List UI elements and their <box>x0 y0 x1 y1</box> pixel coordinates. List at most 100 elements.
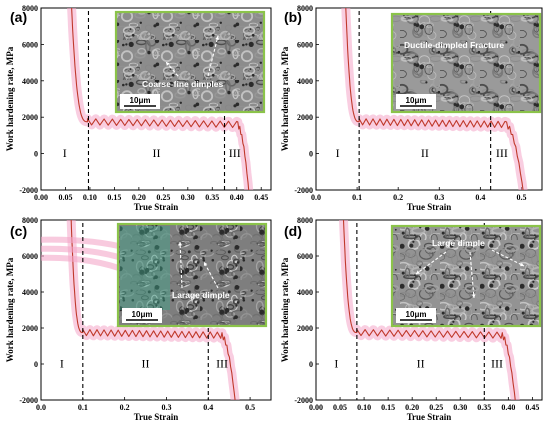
stage-label-3: III <box>229 146 241 160</box>
x-tick-label: 0.30 <box>453 403 467 412</box>
arrow-head <box>215 36 220 40</box>
work-hardening-curve <box>71 8 250 190</box>
y-tick-label: 8000 <box>22 216 38 225</box>
inset-annotation: Larage dimple <box>172 290 230 300</box>
stage-label-1: I <box>334 357 338 371</box>
y-tick-label: -2000 <box>19 186 38 195</box>
x-tick-label: 0.3 <box>161 403 171 412</box>
y-tick-label: 2000 <box>297 113 313 122</box>
x-tick-label: 0.10 <box>83 193 97 202</box>
x-tick-label: 0.45 <box>525 403 539 412</box>
x-tick-label: 0.35 <box>205 193 219 202</box>
x-tick-label: 0.1 <box>78 403 88 412</box>
x-tick-label: 0.5 <box>245 403 255 412</box>
plot-frame <box>315 7 543 191</box>
fractograph-inset: Larage dimple 10μm <box>116 222 268 328</box>
arrow-head <box>178 242 183 246</box>
x-tick-label: 0.05 <box>333 403 347 412</box>
work-hardening-curve <box>345 8 524 190</box>
work-hardening-curve <box>342 220 516 400</box>
sem-image <box>390 224 542 328</box>
panel-b: 0.0 0.1 0.2 0.3 0.4 0.5 -2000 0 2000 4000 6000 8000… <box>280 4 543 212</box>
x-tick-label: 0.0 <box>36 403 46 412</box>
scale-bar-label: 10μm <box>132 310 153 319</box>
stage-label-2: II <box>417 357 425 371</box>
y-tick-label: 8000 <box>22 4 38 13</box>
annotation-arrow <box>469 251 475 299</box>
x-tick-label: 0.45 <box>254 193 268 202</box>
y-tick-label: 2000 <box>22 113 38 122</box>
x-axis-title: True Strain <box>134 412 179 422</box>
panel-label: (c) <box>10 223 27 239</box>
fractograph-inset: Ductile-dimpled Fracture 10μm <box>390 12 542 114</box>
stage-label-1: I <box>63 146 67 160</box>
arrow-head <box>471 294 476 298</box>
arrow-head <box>416 270 420 274</box>
annotation-arrow <box>179 241 183 289</box>
arrow-head <box>166 62 170 66</box>
panel-c: 0.0 0.1 0.2 0.3 0.4 0.5 -2000 0 2000 4000 6000 8000… <box>5 216 272 422</box>
x-tick-label: 0.4 <box>475 193 485 202</box>
stage-label-1: I <box>60 357 64 371</box>
panel-d: 0.00 0.05 0.10 0.15 0.20 0.25 0.30 0.35 0.40 0.45… <box>280 216 543 422</box>
y-tick-label: 4000 <box>22 288 38 297</box>
work-hardening-curve <box>70 220 236 400</box>
y-tick-label: 2000 <box>297 324 313 333</box>
x-tick-label: 0.15 <box>107 193 121 202</box>
inset-annotation: Large dimple <box>432 238 485 248</box>
fractograph-inset: Coarse-fine dimples 10μm <box>114 10 266 114</box>
y-tick-label: 0 <box>309 360 313 369</box>
y-tick-label: -2000 <box>294 186 313 195</box>
y-tick-label: 4000 <box>297 288 313 297</box>
y-tick-label: 0 <box>309 150 313 159</box>
x-tick-label: 0.25 <box>156 193 170 202</box>
y-tick-label: 8000 <box>297 216 313 225</box>
x-tick-label: 0.3 <box>434 193 444 202</box>
x-tick-label: 0.15 <box>381 403 395 412</box>
x-tick-label: 0.20 <box>405 403 419 412</box>
inset-annotation: Ductile-dimpled Fracture <box>404 40 504 50</box>
x-axis-title: True Strain <box>407 412 452 422</box>
scale-bar-label: 10μm <box>130 96 151 105</box>
annotation-arrow <box>415 251 447 275</box>
scale-bar-label: 10μm <box>406 96 427 105</box>
annotation-arrow <box>491 249 525 267</box>
stage-label-2: II <box>421 146 429 160</box>
y-tick-label: 0 <box>34 150 38 159</box>
x-tick-label: 0.10 <box>357 403 371 412</box>
y-tick-label: 6000 <box>22 40 38 49</box>
y-tick-label: 6000 <box>22 252 38 261</box>
y-tick-label: 0 <box>34 360 38 369</box>
plot-frame <box>40 219 272 401</box>
y-tick-label: 6000 <box>297 252 313 261</box>
y-tick-label: 4000 <box>297 77 313 86</box>
x-tick-label: 0.1 <box>352 193 362 202</box>
annotation-arrow <box>207 35 219 77</box>
x-tick-label: 0.30 <box>181 193 195 202</box>
panel-label: (d) <box>284 223 302 239</box>
stage-label-3: III <box>491 357 503 371</box>
x-tick-label: 0.20 <box>132 193 146 202</box>
panel-a: 0.00 0.05 0.10 0.15 0.20 0.25 0.30 0.35 0.40 0.45… <box>5 4 272 212</box>
x-tick-label: 0.0 <box>311 193 321 202</box>
stage-label-3: III <box>496 146 508 160</box>
x-tick-label: 0.00 <box>309 403 323 412</box>
plot-frame <box>315 219 543 401</box>
stage-label-2: II <box>152 146 160 160</box>
arrow-head <box>520 262 524 267</box>
stage-label-2: II <box>142 357 150 371</box>
x-tick-label: 0.2 <box>393 193 403 202</box>
panel-label: (b) <box>284 9 302 25</box>
x-tick-label: 0.2 <box>120 403 130 412</box>
x-axis-title: True Strain <box>407 202 452 212</box>
x-tick-label: 0.40 <box>230 193 244 202</box>
y-tick-label: -2000 <box>19 396 38 405</box>
arrow-head <box>203 262 208 266</box>
x-tick-label: 0.35 <box>477 403 491 412</box>
scale-bar-label: 10μm <box>406 310 427 319</box>
y-tick-label: -2000 <box>294 396 313 405</box>
fractograph-inset: Large dimple 10μm <box>390 224 542 328</box>
sem-image <box>114 10 266 114</box>
x-tick-label: 0.05 <box>58 193 72 202</box>
